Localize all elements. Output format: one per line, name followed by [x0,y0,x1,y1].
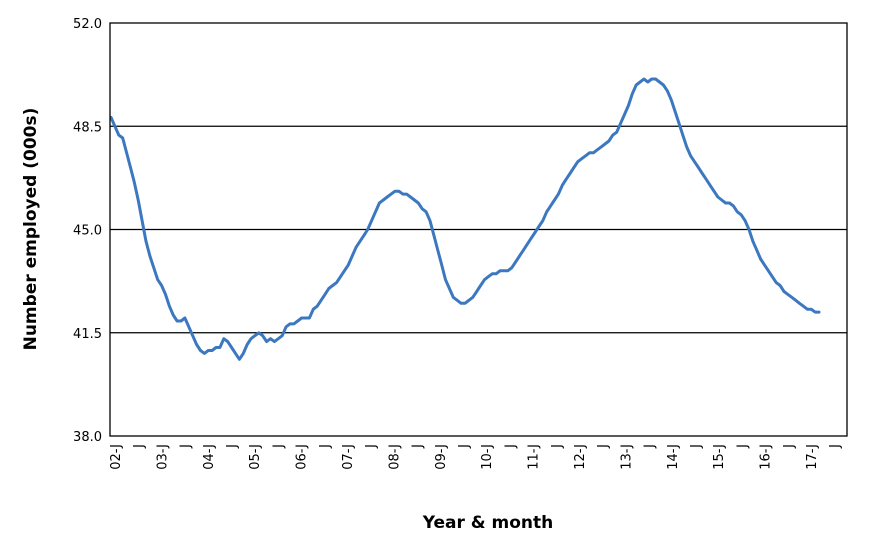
x-tick-label: 16-J [759,444,774,470]
x-tick-label: 17-J [805,444,820,470]
x-tick-label: 13-J [619,444,634,470]
y-tick-label: 38.0 [73,430,102,445]
x-tick-label: 11-J [527,444,542,470]
x-tick-label: J [735,444,750,449]
x-tick-label: J [132,444,147,449]
x-tick-label: 06-J [295,444,310,470]
x-tick-label: 03-J [155,444,170,470]
series-line [109,77,821,361]
x-tick-label: J [364,444,379,449]
x-tick-label: 08-J [387,444,402,470]
plot-area-border [109,22,848,437]
x-tick-label: J [643,444,658,449]
y-tick-label: 48.5 [73,120,102,135]
x-tick-label: J [457,444,472,449]
x-tick-label: 10-J [480,444,495,470]
x-axis-title: Year & month [422,513,554,533]
gridlines [110,125,847,334]
x-tick-label: 04-J [202,444,217,470]
x-tick-label: 02-J [109,444,124,470]
x-axis-ticks: 02-J J 03-J J 04-J J 05-J J 06-J J 07-J J 08-J J 09-J J… [109,444,843,470]
y-axis-title: Number employed (000s) [21,108,41,351]
y-tick-label: 52.0 [73,17,102,32]
x-tick-label: J [271,444,286,449]
x-tick-label: J [179,444,194,449]
x-tick-label: 15-J [712,444,727,470]
y-tick-label: 45.0 [73,224,102,239]
x-tick-label: J [550,444,565,449]
x-tick-label: J [503,444,518,449]
x-tick-label: J [828,444,843,449]
x-tick-label: J [689,444,704,449]
x-tick-label: J [225,444,240,449]
x-tick-label: 12-J [573,444,588,470]
x-tick-label: 14-J [666,444,681,470]
x-tick-label: 09-J [434,444,449,470]
x-tick-label: 05-J [248,444,263,470]
x-tick-label: J [782,444,797,449]
x-tick-label: J [318,444,333,449]
x-tick-label: J [411,444,426,449]
y-tick-label: 41.5 [73,327,102,342]
x-tick-label: J [596,444,611,449]
x-tick-label: 07-J [341,444,356,470]
y-axis-ticks: 38.0 41.5 45.0 48.5 52.0 [73,17,102,445]
